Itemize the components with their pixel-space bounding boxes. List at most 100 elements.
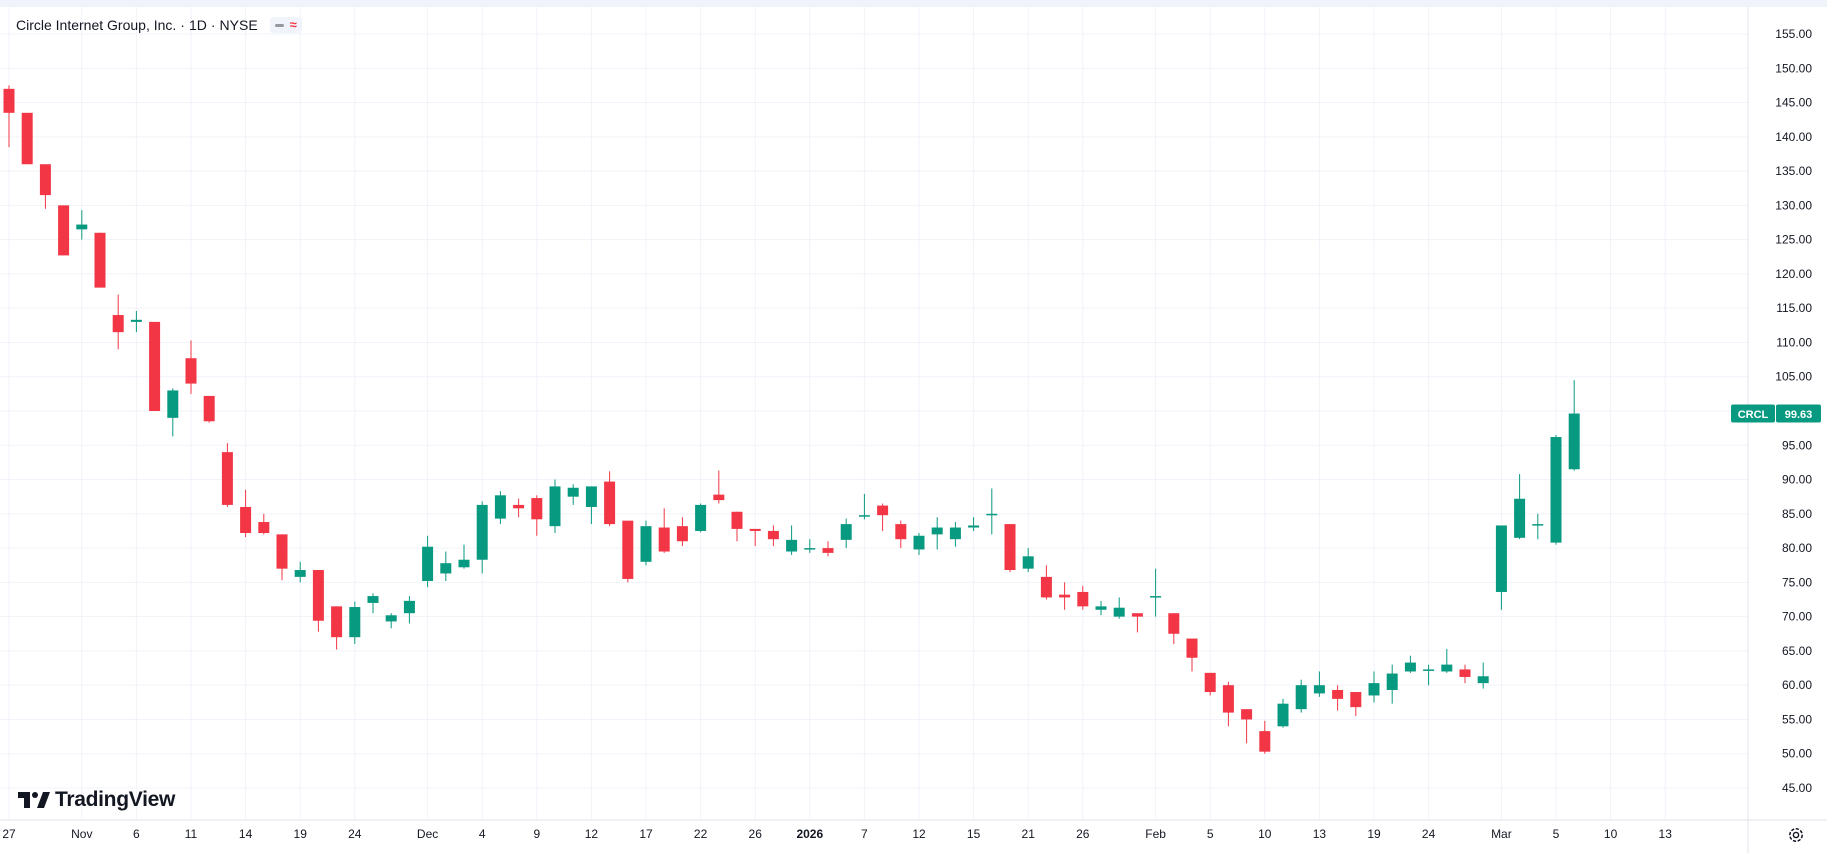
candle bbox=[622, 520, 634, 583]
candle-body bbox=[331, 606, 343, 638]
candle bbox=[39, 164, 51, 209]
price-tick-label: 150.00 bbox=[1775, 61, 1812, 75]
candle bbox=[422, 535, 434, 588]
time-tick-label: Feb bbox=[1145, 827, 1166, 841]
price-tick-label: 55.00 bbox=[1782, 712, 1812, 726]
candle-body bbox=[3, 88, 15, 113]
candle bbox=[567, 484, 579, 505]
time-tick-label: 24 bbox=[1422, 827, 1436, 841]
candle bbox=[440, 551, 452, 581]
price-tick-label: 105.00 bbox=[1775, 370, 1812, 384]
candle bbox=[294, 561, 306, 583]
price-tick-label: 115.00 bbox=[1776, 301, 1812, 315]
candle bbox=[1568, 380, 1580, 471]
ticker-label: CRCL bbox=[1738, 409, 1769, 421]
time-tick-label: Nov bbox=[71, 827, 92, 841]
candle bbox=[931, 517, 943, 550]
ticker-badge bbox=[1731, 404, 1775, 423]
candle bbox=[1277, 698, 1289, 728]
candle-body bbox=[349, 607, 361, 638]
candle-body bbox=[840, 524, 852, 540]
last-price-value: 99.63 bbox=[1785, 409, 1813, 421]
candle bbox=[1059, 582, 1071, 610]
tradingview-logo[interactable]: TradingView bbox=[18, 788, 175, 812]
minus-icon[interactable] bbox=[274, 23, 284, 27]
candle bbox=[1550, 434, 1562, 545]
time-tick-label: 6 bbox=[133, 827, 140, 841]
candle bbox=[331, 606, 343, 650]
candle bbox=[221, 443, 233, 507]
symbol-name[interactable]: Circle Internet Group, Inc. bbox=[16, 17, 177, 33]
candle-body bbox=[1204, 672, 1216, 693]
candle-body bbox=[931, 527, 943, 535]
price-tick-label: 110.00 bbox=[1776, 335, 1812, 349]
candle-body bbox=[1059, 594, 1071, 598]
candle-body bbox=[1313, 685, 1325, 694]
symbol-legend[interactable]: Circle Internet Group, Inc. · 1D · NYSE … bbox=[16, 17, 302, 33]
price-tick-label: 95.00 bbox=[1782, 438, 1812, 452]
candle-body bbox=[786, 539, 798, 552]
time-tick-label: 19 bbox=[294, 827, 308, 841]
candle bbox=[1077, 585, 1089, 610]
candle-body bbox=[804, 548, 816, 550]
candle bbox=[585, 486, 597, 525]
candle bbox=[167, 388, 179, 437]
candle bbox=[968, 517, 980, 531]
candle bbox=[986, 488, 998, 535]
candle-body bbox=[94, 232, 106, 288]
candle bbox=[1295, 679, 1307, 713]
approx-icon[interactable]: ≈ bbox=[289, 17, 297, 32]
candle bbox=[203, 395, 215, 423]
price-tick-label: 60.00 bbox=[1782, 678, 1812, 692]
candle bbox=[1095, 600, 1107, 616]
candle-body bbox=[731, 511, 743, 529]
candle bbox=[112, 294, 124, 350]
candle-body bbox=[149, 321, 161, 411]
candle-body bbox=[1241, 709, 1253, 720]
candle bbox=[1241, 709, 1253, 744]
legend-indicator-pills[interactable]: ≈ bbox=[269, 17, 302, 33]
candle bbox=[804, 539, 816, 553]
candle-body bbox=[1368, 683, 1380, 696]
price-tick-label: 140.00 bbox=[1775, 130, 1812, 144]
time-axis[interactable]: 27 Nov 6 11 14 19 24 Dec 4 9 12 17 22 26 2026 7 12 15 21 26… bbox=[2, 827, 1672, 841]
candle bbox=[1040, 565, 1052, 600]
candle-body bbox=[1332, 689, 1344, 699]
candle bbox=[276, 534, 288, 581]
candle-body bbox=[1222, 685, 1234, 713]
candle-body bbox=[367, 596, 379, 603]
candle-body bbox=[221, 452, 233, 505]
candle bbox=[531, 495, 543, 536]
candle-body bbox=[949, 527, 961, 540]
candle-body bbox=[458, 559, 470, 568]
candle bbox=[895, 520, 907, 549]
candle-body bbox=[1168, 613, 1180, 634]
candle bbox=[312, 570, 324, 632]
candle bbox=[494, 491, 506, 525]
price-tick-label: 75.00 bbox=[1782, 575, 1812, 589]
candle-body bbox=[294, 570, 306, 577]
candle-body bbox=[21, 112, 33, 165]
candle-body bbox=[258, 522, 270, 534]
brand-name: TradingView bbox=[55, 788, 176, 811]
candle bbox=[1332, 685, 1344, 711]
candle-body bbox=[695, 504, 707, 531]
candle bbox=[1477, 662, 1489, 689]
time-tick-label: Mar bbox=[1491, 827, 1512, 841]
candle-body bbox=[1404, 662, 1416, 672]
gear-icon[interactable] bbox=[1786, 825, 1806, 845]
legend-separator: · bbox=[180, 17, 185, 33]
interval-label[interactable]: 1D bbox=[188, 17, 207, 33]
candle bbox=[58, 205, 70, 256]
candle-body bbox=[1040, 576, 1052, 598]
candle-body bbox=[531, 498, 543, 520]
time-tick-label: 11 bbox=[185, 827, 198, 841]
candle bbox=[130, 310, 142, 333]
candle-body bbox=[1295, 685, 1307, 710]
candle bbox=[458, 544, 470, 569]
candle bbox=[1386, 664, 1398, 704]
candle bbox=[94, 232, 106, 288]
candle bbox=[76, 210, 88, 240]
candle bbox=[1514, 474, 1526, 540]
